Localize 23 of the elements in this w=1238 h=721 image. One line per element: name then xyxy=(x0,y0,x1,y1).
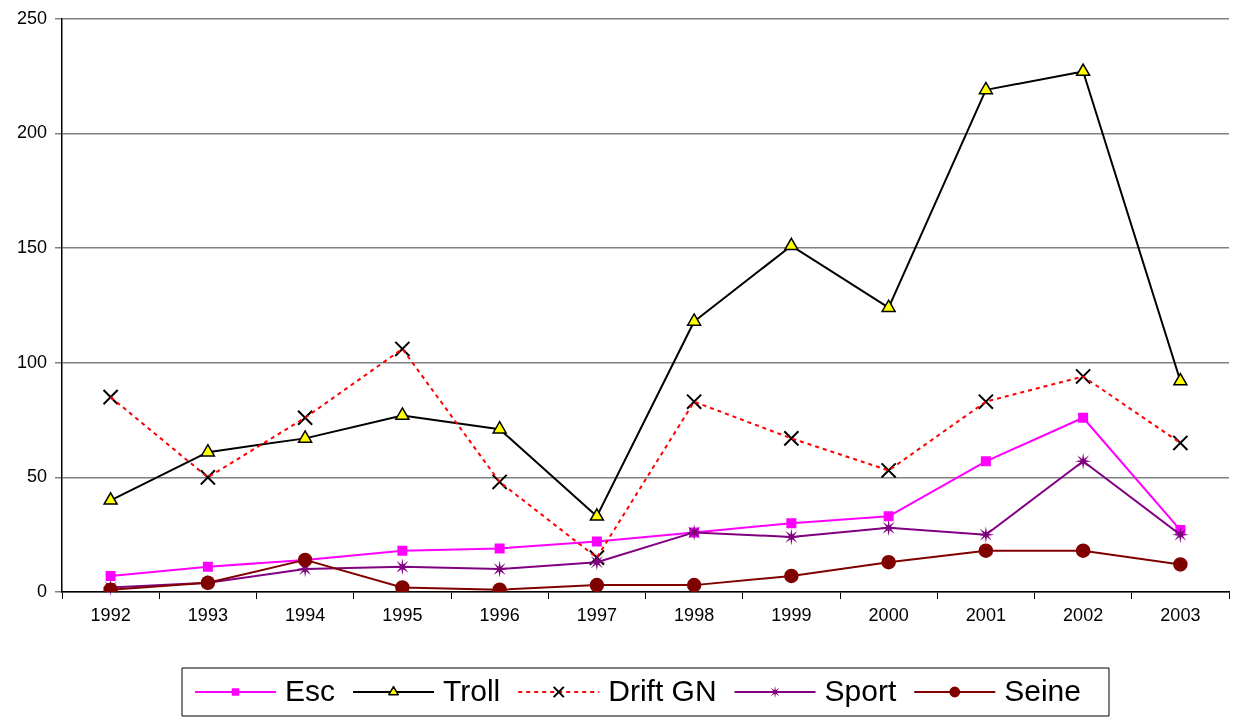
x-tick-label: 1997 xyxy=(576,604,617,625)
x-tick-label: 1995 xyxy=(382,604,423,625)
y-tick-label: 250 xyxy=(16,7,47,28)
legend-label: Sport xyxy=(824,674,897,708)
y-tick-label: 150 xyxy=(16,237,47,258)
legend-label: Esc xyxy=(285,674,336,708)
x-tick-label: 1994 xyxy=(285,604,326,625)
legend-label: Seine xyxy=(1004,674,1081,708)
x-tick-label: 1998 xyxy=(674,604,715,625)
x-tick-label: 2003 xyxy=(1160,604,1201,625)
y-tick-label: 100 xyxy=(16,351,47,372)
y-tick-label: 50 xyxy=(26,466,47,487)
x-tick-label: 2001 xyxy=(965,604,1006,625)
legend-label: Troll xyxy=(443,674,501,708)
x-tick-label: 2000 xyxy=(868,604,909,625)
x-tick-label: 1992 xyxy=(90,604,131,625)
y-tick-label: 0 xyxy=(36,580,47,601)
x-tick-label: 1993 xyxy=(187,604,228,625)
legend-label: Drift GN xyxy=(608,674,717,708)
x-tick-label: 1999 xyxy=(771,604,812,625)
x-tick-label: 1996 xyxy=(479,604,520,625)
x-tick-label: 2002 xyxy=(1063,604,1104,625)
y-tick-label: 200 xyxy=(16,122,47,143)
